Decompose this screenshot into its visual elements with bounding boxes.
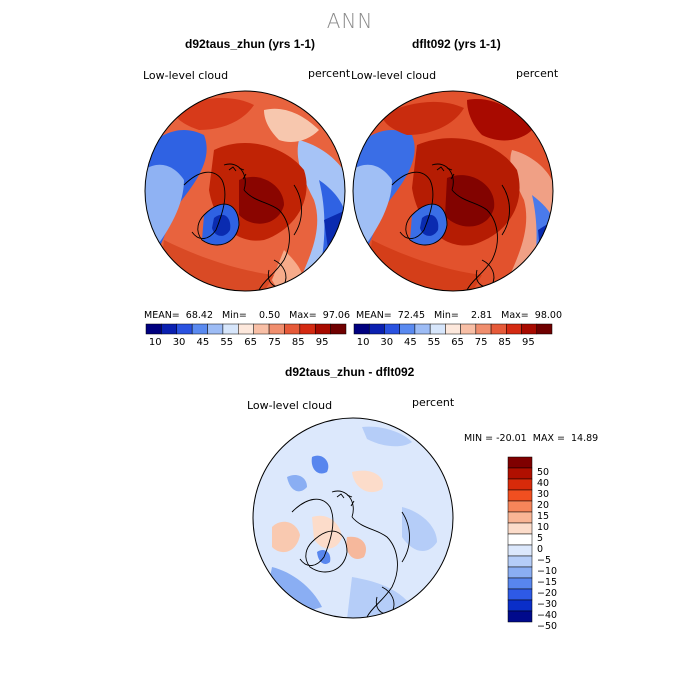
- panel1-polar-map: [144, 90, 346, 292]
- colorbar-tick-label: −30: [537, 598, 558, 610]
- colorbar-swatch: [475, 323, 492, 335]
- colorbar-tick-label: 30: [172, 337, 186, 348]
- colorbar-tick-label: 55: [220, 337, 234, 348]
- colorbar-tick-label: 85: [498, 337, 512, 348]
- colorbar-swatch: [507, 533, 533, 546]
- colorbar-tick-label: −20: [537, 587, 558, 599]
- colorbar-swatch: [191, 323, 208, 335]
- colorbar-swatch: [507, 500, 533, 513]
- panel1-variable-label: Low-level cloud: [143, 69, 229, 82]
- colorbar-swatch: [536, 323, 553, 335]
- colorbar-tick-label: 30: [537, 488, 550, 500]
- panel1-colorbar-ticks: 10 30 45 55 65 75 85 95: [146, 337, 346, 351]
- colorbar-tick-label: −5: [537, 554, 552, 566]
- colorbar-tick-label: 95: [315, 337, 329, 348]
- diff-colorbar-ticks: 50 40 30 20 15 10 5 0 −5 −10 −15 −20 −30 −40 −50: [537, 457, 577, 632]
- colorbar-swatch: [238, 323, 254, 335]
- diff-polar-map: [252, 417, 454, 619]
- panel2-colorbar: [353, 323, 553, 335]
- colorbar-swatch: [507, 577, 533, 590]
- colorbar-swatch: [330, 323, 347, 335]
- colorbar-swatch: [429, 323, 446, 335]
- colorbar-swatch: [161, 323, 178, 335]
- colorbar-swatch: [507, 467, 533, 480]
- colorbar-swatch: [507, 511, 533, 524]
- panel2-variable-label: Low-level cloud: [351, 69, 437, 82]
- colorbar-swatch: [268, 323, 285, 335]
- colorbar-swatch: [399, 323, 416, 335]
- colorbar-tick-label: 75: [268, 337, 281, 348]
- colorbar-swatch: [145, 323, 162, 335]
- colorbar-tick-label: 75: [474, 337, 488, 348]
- colorbar-tick-label: 55: [427, 337, 441, 348]
- diff-stats: MIN = -20.01 MAX = 14.89: [464, 433, 599, 444]
- colorbar-tick-label: −15: [537, 576, 558, 588]
- panel2-title: dflt092 (yrs 1-1): [412, 37, 501, 51]
- colorbar-tick-label: 10: [537, 521, 550, 533]
- colorbar-swatch: [253, 323, 270, 335]
- colorbar-swatch: [507, 489, 533, 502]
- colorbar-swatch: [299, 323, 316, 335]
- colorbar-swatch: [507, 610, 533, 623]
- diff-units-label: percent: [412, 396, 455, 409]
- colorbar-tick-label: 10: [356, 337, 370, 348]
- colorbar-tick-label: −50: [537, 620, 558, 632]
- panel1-stats: MEAN= 68.42 Min= 0.50 Max= 97.06: [144, 310, 351, 321]
- panel1-title: d92taus_zhun (yrs 1-1): [185, 37, 316, 51]
- colorbar-swatch: [521, 323, 538, 335]
- diff-variable-label: Low-level cloud: [247, 399, 333, 412]
- colorbar-swatch: [507, 555, 533, 568]
- colorbar-tick-label: 20: [537, 499, 550, 511]
- panel1-colorbar: [145, 323, 347, 335]
- colorbar-swatch: [414, 323, 431, 335]
- colorbar-tick-label: 95: [522, 337, 535, 348]
- colorbar-swatch: [507, 456, 533, 469]
- colorbar-swatch: [460, 323, 477, 335]
- colorbar-swatch: [353, 323, 370, 335]
- colorbar-swatch: [507, 522, 533, 535]
- colorbar-swatch: [284, 323, 301, 335]
- colorbar-swatch: [445, 323, 461, 335]
- panel2-polar-map: [352, 90, 554, 292]
- colorbar-tick-label: 5: [537, 532, 544, 544]
- colorbar-swatch: [507, 588, 533, 601]
- colorbar-swatch: [507, 478, 533, 491]
- panel2-stats: MEAN= 72.45 Min= 2.81 Max= 98.00: [356, 310, 563, 321]
- colorbar-tick-label: 85: [291, 337, 305, 348]
- colorbar-swatch: [314, 323, 331, 335]
- colorbar-tick-label: 65: [451, 337, 464, 348]
- colorbar-tick-label: 65: [244, 337, 257, 348]
- colorbar-swatch: [207, 323, 224, 335]
- colorbar-swatch: [176, 323, 193, 335]
- panel2-units-label: percent: [516, 67, 559, 80]
- colorbar-swatch: [368, 323, 385, 335]
- colorbar-tick-label: −40: [537, 609, 558, 621]
- colorbar-tick-label: 30: [380, 337, 394, 348]
- diff-colorbar: [507, 456, 533, 623]
- colorbar-tick-label: 10: [148, 337, 162, 348]
- colorbar-tick-label: 45: [196, 337, 210, 348]
- colorbar-swatch: [506, 323, 522, 335]
- colorbar-tick-label: 40: [537, 477, 550, 489]
- colorbar-swatch: [507, 599, 533, 612]
- panel2-colorbar-ticks: 10 30 45 55 65 75 85 95: [354, 337, 552, 351]
- colorbar-swatch: [507, 544, 533, 557]
- colorbar-tick-label: 0: [537, 543, 544, 555]
- colorbar-tick-label: 15: [537, 510, 550, 522]
- panel1-units-label: percent: [308, 67, 351, 80]
- colorbar-swatch: [384, 323, 400, 335]
- season-title: ANN: [326, 9, 374, 33]
- colorbar-tick-label: −10: [537, 565, 558, 577]
- colorbar-swatch: [222, 323, 239, 335]
- colorbar-tick-label: 45: [403, 337, 417, 348]
- colorbar-tick-label: 50: [537, 466, 550, 478]
- colorbar-swatch: [507, 566, 533, 579]
- colorbar-swatch: [490, 323, 507, 335]
- diff-panel-title: d92taus_zhun - dflt092: [285, 365, 415, 379]
